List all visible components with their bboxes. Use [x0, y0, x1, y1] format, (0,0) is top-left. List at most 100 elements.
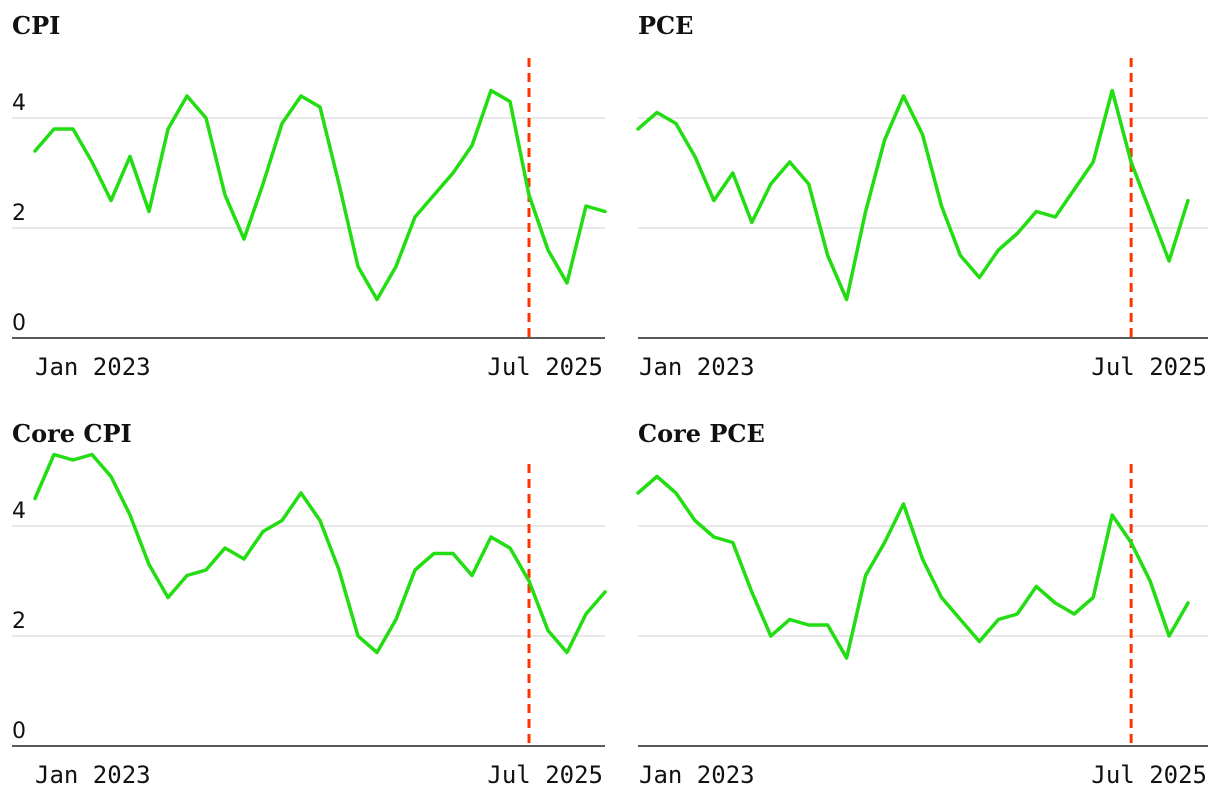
- data-point: [318, 105, 322, 109]
- data-point: [807, 623, 811, 627]
- x-tick-label-start: Jan 2023: [35, 761, 151, 789]
- data-point: [584, 204, 588, 208]
- data-point: [394, 618, 398, 622]
- data-point: [489, 535, 493, 539]
- data-point: [693, 155, 697, 159]
- chart-svg: CPI 0 2 4 Jan 2023 Jul 2025: [12, 11, 607, 381]
- data-point: [451, 552, 455, 556]
- chart-svg: PCE Jan 2023 Jul 2025: [636, 11, 1208, 381]
- data-point: [128, 155, 132, 159]
- data-point: [769, 182, 773, 186]
- data-point: [299, 491, 303, 495]
- data-point: [565, 651, 569, 655]
- x-tick-label-end: Jul 2025: [487, 761, 603, 789]
- data-point: [712, 199, 716, 203]
- data-point: [940, 596, 944, 600]
- data-point: [655, 475, 659, 479]
- data-point: [958, 618, 962, 622]
- data-point: [921, 133, 925, 137]
- data-point: [845, 656, 849, 660]
- y-tick-label-0: 0: [12, 311, 26, 336]
- data-point: [90, 160, 94, 164]
- data-point: [1053, 601, 1057, 605]
- data-point: [655, 111, 659, 115]
- data-point: [508, 546, 512, 550]
- data-point: [375, 298, 379, 302]
- data-point: [1034, 585, 1038, 589]
- data-point: [845, 298, 849, 302]
- data-point: [1015, 612, 1019, 616]
- data-point: [807, 182, 811, 186]
- data-point: [470, 574, 474, 578]
- chart-title: Core CPI: [12, 419, 132, 448]
- chart-title: PCE: [638, 11, 693, 40]
- data-point: [1167, 634, 1171, 638]
- data-point: [33, 149, 37, 153]
- data-point: [750, 590, 754, 594]
- data-point: [375, 651, 379, 655]
- data-point: [977, 276, 981, 280]
- data-point: [1110, 513, 1114, 517]
- data-point: [508, 100, 512, 104]
- data-point: [584, 612, 588, 616]
- data-point: [977, 640, 981, 644]
- data-point: [674, 122, 678, 126]
- data-point: [147, 210, 151, 214]
- data-point: [1015, 232, 1019, 236]
- data-point: [864, 574, 868, 578]
- data-point: [996, 248, 1000, 252]
- y-tick-label-2: 2: [12, 609, 26, 634]
- data-point: [223, 193, 227, 197]
- series-line: [636, 88, 1190, 302]
- data-point: [432, 193, 436, 197]
- data-point: [527, 193, 531, 197]
- x-tick-label-start: Jan 2023: [35, 353, 151, 381]
- data-point: [1072, 188, 1076, 192]
- series-line: [33, 452, 607, 655]
- data-point: [356, 634, 360, 638]
- data-point: [166, 127, 170, 131]
- data-point: [33, 497, 37, 501]
- chart-svg: Core CPI 0 2 4 Jan 2023 Jul 2025: [12, 419, 607, 789]
- data-point: [826, 254, 830, 258]
- data-point: [242, 237, 246, 241]
- data-point: [394, 265, 398, 269]
- x-tick-label-end: Jul 2025: [487, 353, 603, 381]
- data-point: [921, 557, 925, 561]
- data-point: [565, 281, 569, 285]
- data-point: [413, 568, 417, 572]
- data-point: [902, 94, 906, 98]
- data-point: [261, 530, 265, 534]
- chart-title: CPI: [12, 11, 60, 40]
- chart-panel-core-cpi: Core CPI 0 2 4 Jan 2023 Jul 2025: [0, 408, 607, 808]
- data-point: [204, 116, 208, 120]
- data-point: [769, 634, 773, 638]
- data-point: [128, 513, 132, 517]
- data-point: [1091, 160, 1095, 164]
- data-point: [1091, 596, 1095, 600]
- data-point: [1034, 210, 1038, 214]
- data-point: [337, 182, 341, 186]
- data-point: [299, 94, 303, 98]
- data-point: [337, 568, 341, 572]
- data-point: [826, 623, 830, 627]
- data-point: [883, 541, 887, 545]
- data-point: [280, 122, 284, 126]
- data-point: [185, 574, 189, 578]
- x-tick-label-start: Jan 2023: [639, 353, 755, 381]
- data-point: [1129, 160, 1133, 164]
- y-tick-label-4: 4: [12, 91, 26, 116]
- y-tick-label-0: 0: [12, 719, 26, 744]
- data-point: [109, 475, 113, 479]
- data-point: [546, 248, 550, 252]
- data-point: [242, 557, 246, 561]
- data-point: [470, 144, 474, 148]
- data-point: [750, 221, 754, 225]
- x-tick-label-start: Jan 2023: [639, 761, 755, 789]
- data-point: [527, 579, 531, 583]
- data-point: [318, 519, 322, 523]
- data-point: [1129, 541, 1133, 545]
- data-point: [636, 127, 640, 131]
- data-point: [489, 89, 493, 93]
- x-tick-label-end: Jul 2025: [1091, 353, 1207, 381]
